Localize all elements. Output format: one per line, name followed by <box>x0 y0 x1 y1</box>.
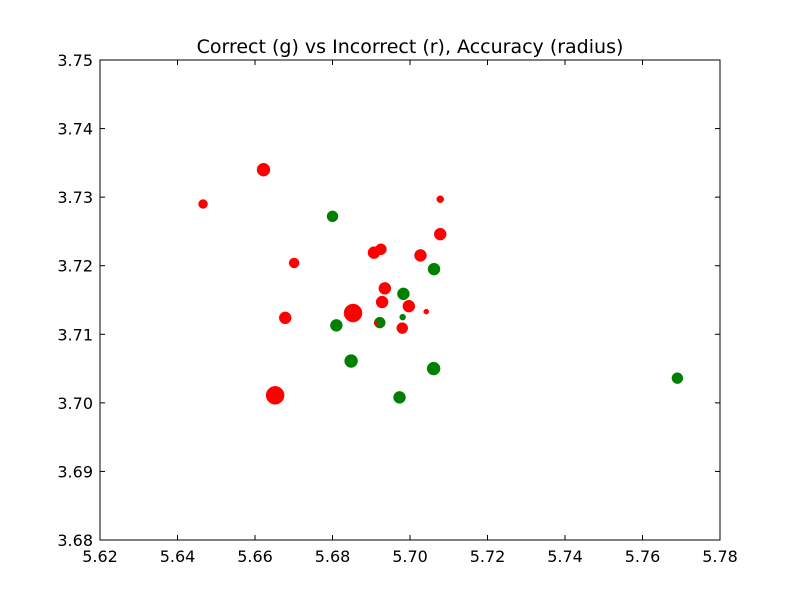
y-tick-label: 3.71 <box>57 325 93 344</box>
incorrect-point <box>278 311 292 325</box>
y-tick-label: 3.69 <box>57 462 93 481</box>
x-tick-label: 5.62 <box>82 547 118 566</box>
y-tick-label: 3.73 <box>57 188 93 207</box>
incorrect-point <box>198 199 208 209</box>
plot-frame <box>99 59 721 541</box>
incorrect-point <box>256 162 271 177</box>
correct-point <box>399 313 406 321</box>
correct-point <box>393 391 406 404</box>
ticks-layer: 5.62 5.64 5.66 5.68 5.70 5.72 5.74 5.76 5.78 3.68… <box>57 51 737 566</box>
x-tick-label: 5.76 <box>625 547 661 566</box>
x-tick-label: 5.78 <box>702 547 738 566</box>
y-tick-label: 3.72 <box>57 257 93 276</box>
correct-point <box>426 361 441 376</box>
incorrect-point <box>374 321 379 326</box>
incorrect-point <box>288 257 300 269</box>
correct-point <box>326 210 339 223</box>
incorrect-point <box>375 243 387 256</box>
correct-point <box>397 287 410 301</box>
x-tick-label: 5.70 <box>392 547 428 566</box>
incorrect-point <box>423 308 430 315</box>
correct-point <box>671 372 684 384</box>
y-tick-label: 3.75 <box>57 51 93 70</box>
incorrect-point <box>378 282 392 295</box>
incorrect-point <box>433 227 447 241</box>
plot-area <box>100 60 720 540</box>
incorrect-point <box>414 249 427 262</box>
correct-point <box>427 262 441 276</box>
incorrect-point <box>343 303 363 323</box>
x-tick-label: 5.72 <box>470 547 506 566</box>
y-tick-label: 3.74 <box>57 120 93 139</box>
correct-point <box>344 354 358 368</box>
x-tick-label: 5.64 <box>160 547 196 566</box>
x-tick-label: 5.68 <box>315 547 351 566</box>
points-layer <box>198 162 684 405</box>
x-tick-label: 5.66 <box>237 547 273 566</box>
correct-point <box>330 319 343 332</box>
incorrect-point <box>436 195 444 203</box>
y-tick-label: 3.68 <box>57 531 93 550</box>
y-tick-label: 3.70 <box>57 394 93 413</box>
incorrect-point <box>402 299 416 313</box>
incorrect-point <box>265 386 285 405</box>
chart-title: Correct (g) vs Incorrect (r), Accuracy (… <box>197 36 624 58</box>
x-tick-label: 5.74 <box>547 547 583 566</box>
incorrect-point <box>396 322 408 334</box>
incorrect-point <box>375 295 389 309</box>
